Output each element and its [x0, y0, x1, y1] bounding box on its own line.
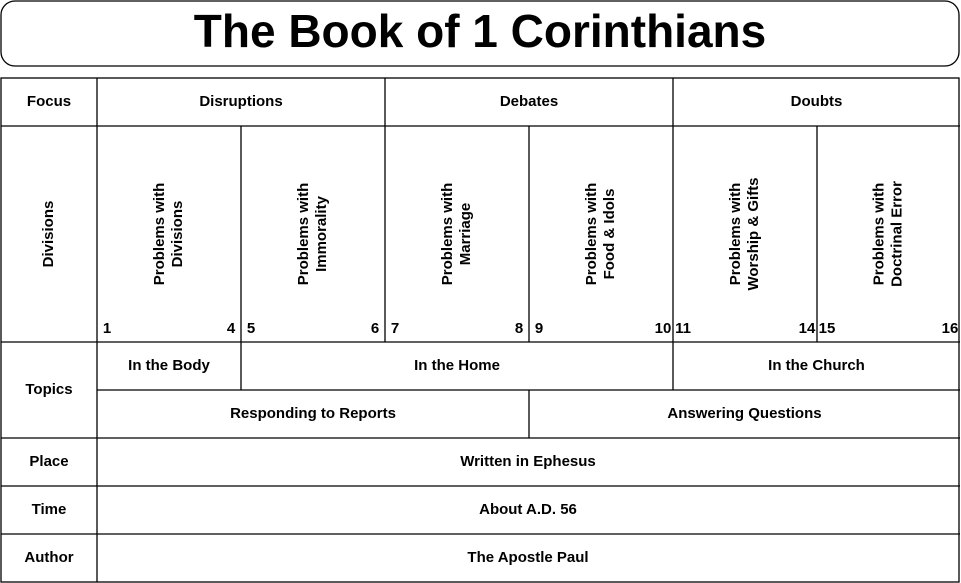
- topic-bottom: Responding to Reports: [230, 405, 396, 422]
- division-label: Problems withMarriage: [439, 183, 474, 286]
- chapter-end: 10: [655, 320, 672, 337]
- division-line: Problems with: [295, 183, 312, 286]
- table-border: [0, 77, 960, 583]
- division-line: Problems with: [870, 183, 887, 286]
- row-label: Time: [32, 501, 67, 518]
- division-line: Doctrinal Error: [888, 181, 905, 287]
- topic-top: In the Body: [128, 357, 210, 374]
- division-label: Problems withWorship & Gifts: [727, 177, 762, 290]
- division-line: Problems with: [727, 183, 744, 286]
- chapter-end: 4: [227, 320, 236, 337]
- time-text: About A.D. 56: [479, 501, 577, 518]
- chapter-start: 15: [819, 320, 836, 337]
- title: The Book of 1 Corinthians: [194, 5, 766, 57]
- division-label: Problems withDivisions: [151, 183, 186, 286]
- division-line: Problems with: [439, 183, 456, 286]
- division-label: Problems withImmorality: [295, 183, 330, 286]
- row-label: Author: [24, 549, 73, 566]
- chapter-start: 5: [247, 320, 255, 337]
- division-line: Marriage: [457, 203, 474, 266]
- division-label: Problems withFood & Idols: [583, 183, 618, 286]
- topic-top: In the Home: [414, 357, 500, 374]
- chapter-start: 7: [391, 320, 399, 337]
- row-label: Divisions: [40, 201, 57, 268]
- chapter-end: 8: [515, 320, 523, 337]
- division-line: Worship & Gifts: [745, 177, 762, 290]
- division-line: Divisions: [169, 201, 186, 268]
- division-line: Food & Idols: [601, 189, 618, 280]
- place-text: Written in Ephesus: [460, 453, 596, 470]
- topic-bottom: Answering Questions: [667, 405, 821, 422]
- division-line: Problems with: [583, 183, 600, 286]
- chapter-end: 6: [371, 320, 379, 337]
- focus-item: Disruptions: [199, 93, 282, 110]
- division-line: Immorality: [313, 195, 330, 272]
- chapter-end: 14: [799, 320, 816, 337]
- author-text: The Apostle Paul: [467, 549, 588, 566]
- division-line: Problems with: [151, 183, 168, 286]
- division-label: Problems withDoctrinal Error: [870, 181, 905, 287]
- focus-item: Doubts: [791, 93, 843, 110]
- row-label: Focus: [27, 93, 71, 110]
- topic-top: In the Church: [768, 357, 865, 374]
- chapter-end: 16: [942, 320, 959, 337]
- row-label: Place: [29, 453, 68, 470]
- chapter-start: 1: [103, 320, 111, 337]
- chapter-start: 9: [535, 320, 543, 337]
- focus-item: Debates: [500, 93, 558, 110]
- row-label: Topics: [25, 381, 72, 398]
- chapter-start: 11: [675, 320, 691, 337]
- title-box: [0, 0, 960, 67]
